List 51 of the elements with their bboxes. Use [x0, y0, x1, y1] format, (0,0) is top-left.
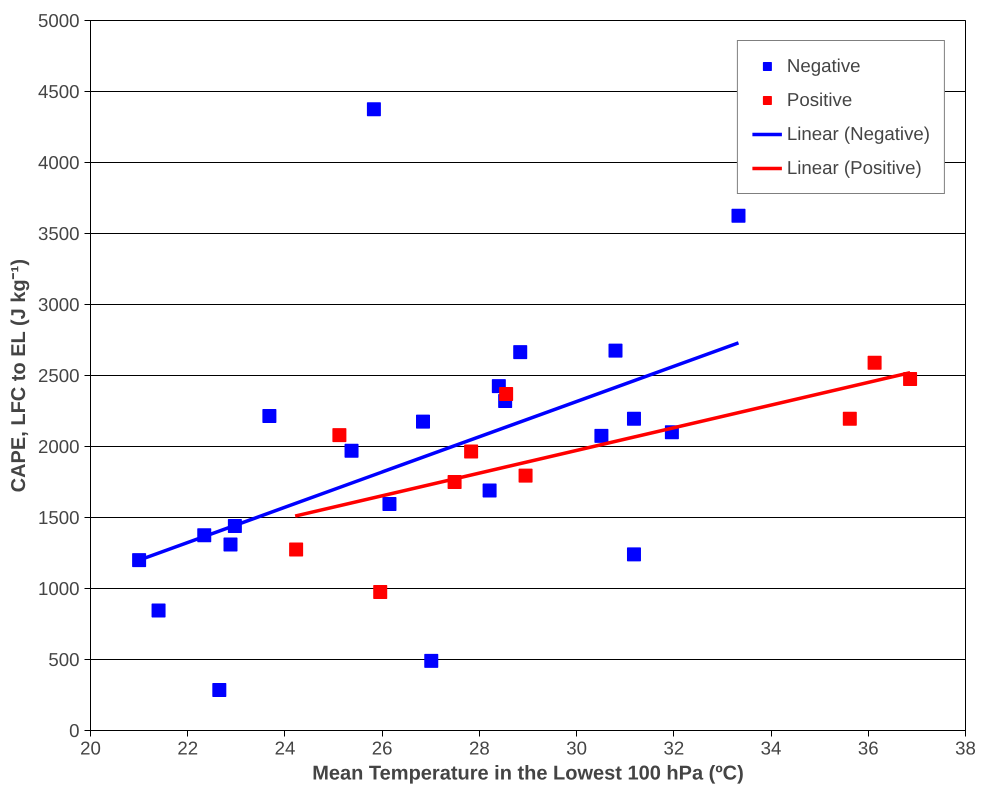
point [373, 585, 388, 600]
y-tick-label: 1000 [38, 578, 80, 599]
point [464, 444, 478, 458]
y-tick-label: 5000 [38, 10, 80, 31]
y-tick-label: 4500 [38, 81, 80, 102]
point [499, 386, 514, 401]
x-tick-label: 32 [663, 738, 684, 758]
point [608, 344, 622, 358]
x-tick-label: 22 [177, 738, 198, 758]
point [513, 345, 528, 360]
x-tick-label: 38 [955, 738, 976, 758]
point [289, 542, 304, 556]
y-tick-label: 4000 [38, 152, 80, 173]
point [224, 537, 238, 552]
y-tick-label: 0 [69, 720, 80, 741]
point [482, 484, 497, 498]
legend-label: Linear (Positive) [786, 157, 922, 179]
y-tick-label: 2000 [38, 436, 80, 457]
y-tick-label: 3000 [38, 294, 80, 315]
x-tick-label: 36 [858, 738, 879, 758]
x-tick-label: 28 [469, 738, 490, 758]
point [332, 428, 346, 442]
x-tick-label: 26 [372, 738, 393, 758]
point [424, 654, 438, 668]
legend-label: Positive [786, 89, 852, 111]
point [626, 412, 641, 426]
point [626, 547, 641, 562]
x-tick-label: 34 [760, 738, 782, 758]
point [868, 356, 882, 370]
point [366, 102, 381, 116]
x-tick-label: 24 [274, 738, 296, 758]
x-tick-label: 20 [80, 738, 101, 758]
legend-label: Negative [786, 55, 861, 77]
point [594, 428, 608, 443]
x-tick-label: 30 [566, 738, 587, 758]
y-tick-label: 500 [48, 649, 80, 670]
y-tick-label: 1500 [38, 507, 80, 528]
point [152, 604, 166, 618]
x-axis-title: Mean Temperature in the Lowest 100 hPa (ºC) [312, 762, 744, 784]
point [344, 444, 359, 458]
legend-label: Linear (Negative) [786, 123, 930, 145]
point [416, 414, 430, 429]
point [842, 412, 857, 426]
point [212, 683, 226, 698]
y-axis-title: CAPE, LFC to EL (J kg⁻¹) [8, 259, 30, 492]
point [262, 408, 276, 423]
y-tick-label: 2500 [38, 365, 80, 386]
y-tick-label: 3500 [38, 223, 80, 244]
point [731, 208, 746, 223]
point [518, 468, 533, 483]
point [382, 497, 396, 512]
